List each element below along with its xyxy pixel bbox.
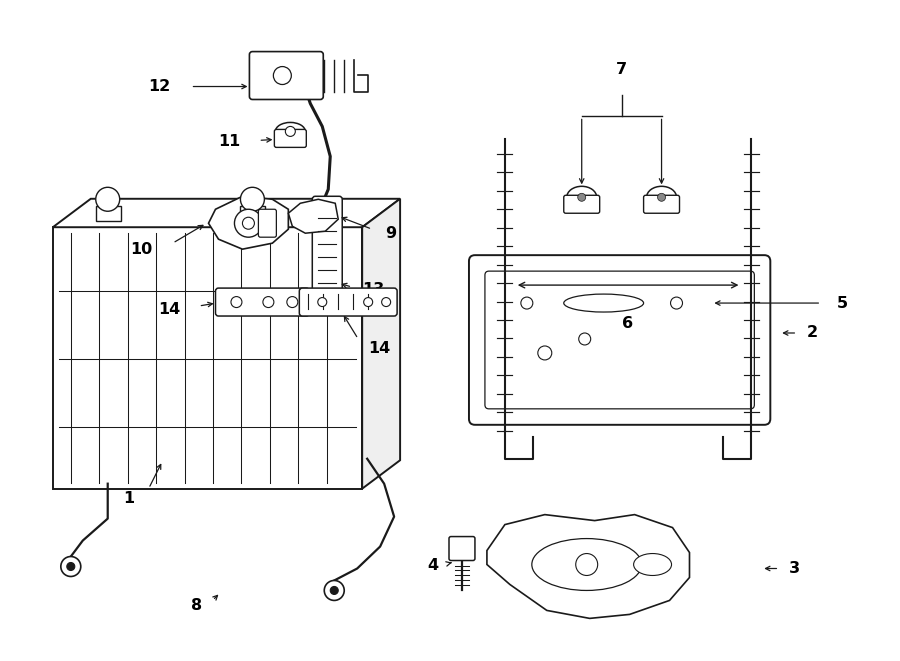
Text: 4: 4: [427, 558, 438, 573]
Circle shape: [318, 297, 327, 307]
Circle shape: [658, 193, 665, 201]
FancyBboxPatch shape: [563, 195, 599, 214]
FancyBboxPatch shape: [240, 206, 266, 221]
Circle shape: [330, 586, 338, 594]
Text: 1: 1: [123, 491, 134, 506]
Text: 7: 7: [616, 62, 627, 77]
FancyBboxPatch shape: [644, 195, 680, 214]
FancyBboxPatch shape: [469, 255, 770, 425]
FancyBboxPatch shape: [53, 227, 362, 488]
Text: 11: 11: [218, 134, 240, 149]
Polygon shape: [288, 199, 338, 233]
FancyBboxPatch shape: [300, 288, 397, 316]
Text: 14: 14: [368, 342, 391, 356]
Circle shape: [521, 297, 533, 309]
Circle shape: [538, 346, 552, 360]
Circle shape: [324, 580, 344, 600]
Ellipse shape: [567, 186, 597, 208]
Circle shape: [231, 297, 242, 307]
Circle shape: [579, 333, 590, 345]
Circle shape: [274, 67, 292, 85]
Text: 10: 10: [130, 242, 153, 256]
FancyBboxPatch shape: [95, 206, 121, 221]
FancyBboxPatch shape: [215, 288, 310, 316]
Text: 13: 13: [362, 282, 384, 297]
Polygon shape: [487, 515, 689, 619]
Polygon shape: [362, 199, 400, 488]
FancyBboxPatch shape: [312, 196, 342, 292]
Circle shape: [263, 297, 274, 307]
Text: 9: 9: [385, 225, 396, 241]
Circle shape: [61, 557, 81, 576]
Text: 5: 5: [837, 295, 849, 311]
Circle shape: [382, 297, 391, 307]
Text: 2: 2: [807, 325, 818, 340]
Circle shape: [287, 297, 298, 307]
Polygon shape: [209, 196, 288, 249]
FancyBboxPatch shape: [274, 130, 306, 147]
Circle shape: [578, 193, 586, 201]
FancyBboxPatch shape: [258, 210, 276, 237]
Ellipse shape: [532, 539, 642, 590]
Polygon shape: [53, 199, 400, 227]
Polygon shape: [494, 283, 709, 323]
Circle shape: [242, 217, 255, 229]
Circle shape: [235, 210, 263, 237]
Circle shape: [240, 187, 265, 212]
Text: 14: 14: [158, 301, 181, 317]
Circle shape: [576, 553, 598, 576]
Text: 3: 3: [789, 561, 800, 576]
Text: 12: 12: [148, 79, 171, 94]
Circle shape: [285, 126, 295, 136]
FancyBboxPatch shape: [485, 271, 754, 409]
Circle shape: [670, 297, 682, 309]
Ellipse shape: [563, 294, 644, 312]
Ellipse shape: [275, 122, 305, 140]
Text: 8: 8: [192, 598, 202, 613]
Circle shape: [67, 563, 75, 570]
Ellipse shape: [634, 553, 671, 576]
Text: 6: 6: [622, 315, 634, 330]
Ellipse shape: [646, 186, 677, 208]
FancyBboxPatch shape: [249, 52, 323, 100]
Circle shape: [364, 297, 373, 307]
FancyBboxPatch shape: [449, 537, 475, 561]
Circle shape: [95, 187, 120, 212]
